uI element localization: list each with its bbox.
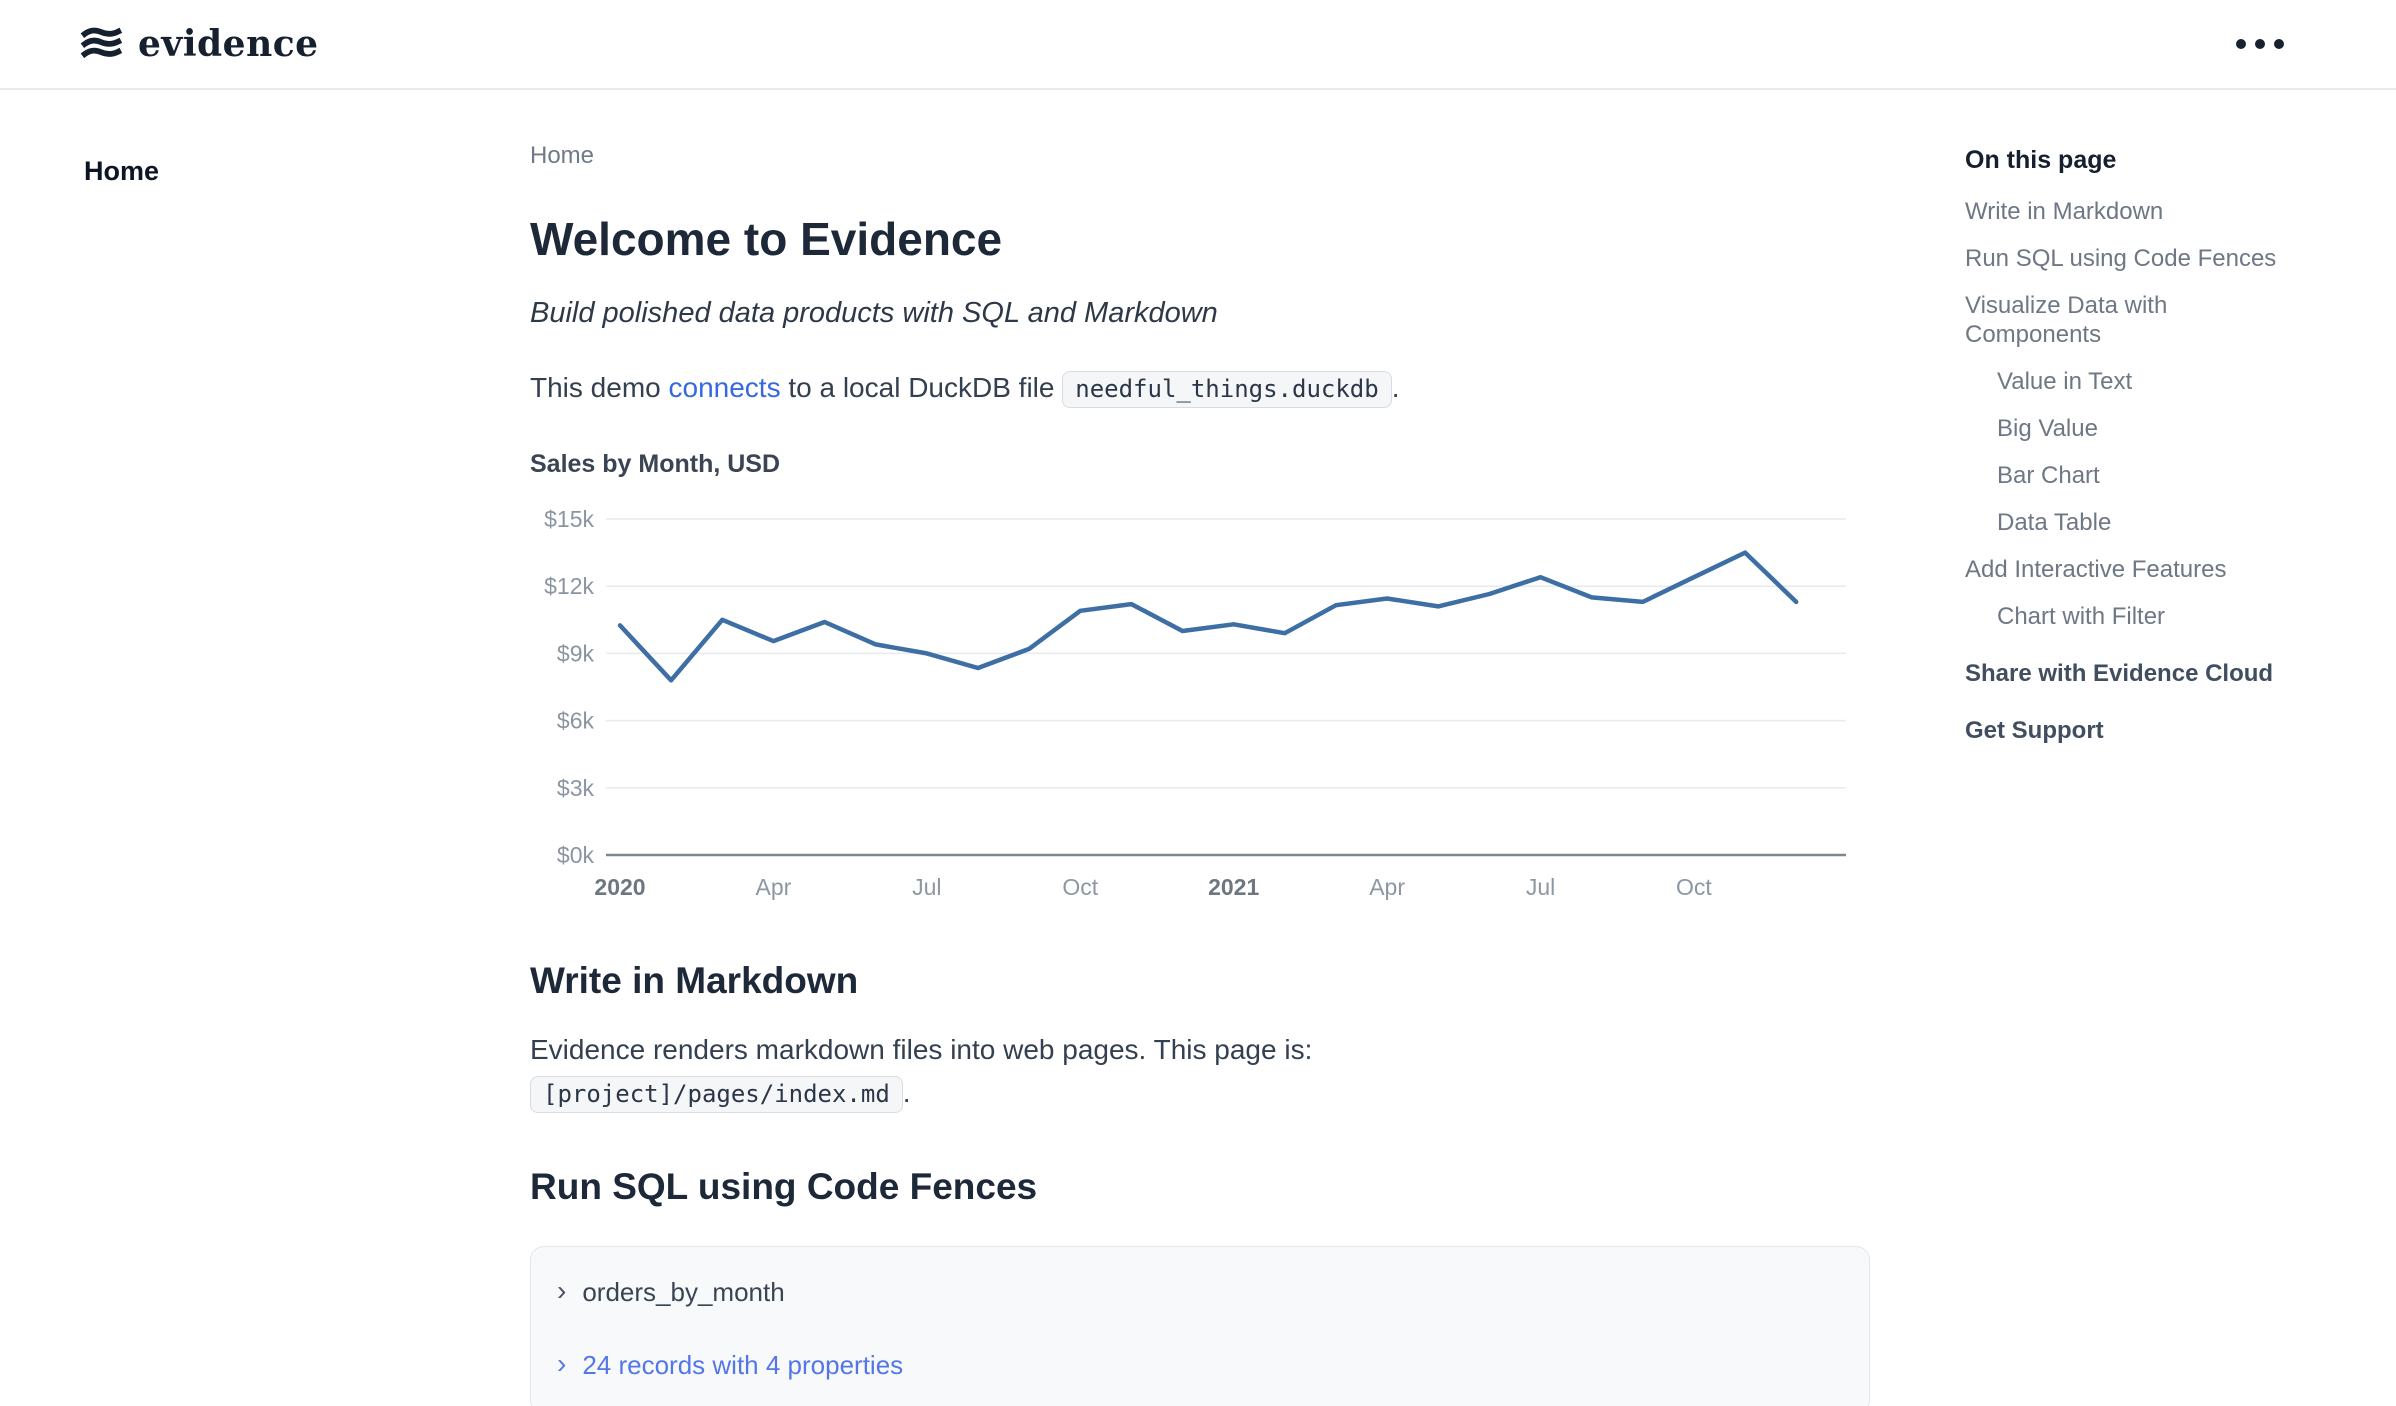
page-layout: Home Home Welcome to Evidence Build poli… — [0, 90, 2396, 1406]
run-sql-heading: Run SQL using Code Fences — [530, 1166, 1038, 1208]
svg-text:2021: 2021 — [1208, 874, 1259, 900]
toc-link-run-sql-using-code-fences[interactable]: Run SQL using Code Fences — [1965, 245, 2277, 272]
toc-item: Write in Markdown — [1965, 197, 2296, 226]
chevron-right-icon: › — [557, 1347, 567, 1379]
svg-text:$0k: $0k — [557, 842, 595, 868]
sales-line-chart[interactable]: $15k $12k $9k $6k $3k $0k 2020 Apr Jul Oct 2021 Apr… — [530, 487, 1870, 910]
toc-link-share-with-evidence-cloud[interactable]: Share with Evidence Cloud — [1965, 660, 2274, 687]
chart-title: Sales by Month, USD — [530, 449, 781, 478]
svg-text:Jul: Jul — [912, 874, 941, 900]
intro-paragraph: This demo connects to a local DuckDB fil… — [530, 370, 1870, 408]
toc-link-value-in-text[interactable]: Value in Text — [1997, 368, 2133, 395]
query-result-summary: 24 records with 4 properties — [582, 1350, 904, 1381]
query-name: orders_by_month — [582, 1277, 785, 1308]
intro-text: . — [1391, 371, 1400, 403]
svg-text:$9k: $9k — [557, 640, 595, 666]
toc-link-write-in-markdown[interactable]: Write in Markdown — [1965, 198, 2164, 225]
toc-item: Get Support — [1965, 716, 2296, 745]
svg-text:Jul: Jul — [1526, 874, 1555, 900]
sidebar-nav: Home — [0, 90, 530, 1406]
ellipsis-icon — [2274, 39, 2284, 49]
markdown-paragraph: Evidence renders markdown files into web… — [530, 1028, 1870, 1115]
toc-item: Run SQL using Code Fences — [1965, 244, 2296, 273]
on-this-page-panel: On this page Write in Markdown Run SQL us… — [1965, 90, 2396, 1406]
query-name-row[interactable]: › orders_by_month — [557, 1269, 1843, 1316]
index-md-path-chip: [project]/pages/index.md — [530, 1075, 903, 1113]
toc-item: Add Interactive Features — [1965, 555, 2296, 584]
toc-item: Visualize Data with Components — [1965, 291, 2296, 349]
sidebar-item-home[interactable]: Home — [84, 156, 160, 186]
svg-text:$3k: $3k — [557, 774, 595, 800]
connects-link[interactable]: connects — [668, 371, 781, 403]
markdown-text: . — [902, 1076, 911, 1108]
toc-heading: On this page — [1965, 146, 2117, 174]
toc-link-get-support[interactable]: Get Support — [1965, 717, 2104, 744]
evidence-logo-icon — [80, 27, 123, 59]
svg-text:$15k: $15k — [544, 506, 594, 532]
ellipsis-icon — [2255, 39, 2265, 49]
intro-text: to a local DuckDB file — [780, 371, 1063, 403]
svg-text:Oct: Oct — [1062, 874, 1098, 900]
svg-text:$12k: $12k — [544, 573, 594, 599]
toc-item: Value in Text — [1965, 367, 2296, 396]
write-in-markdown-heading: Write in Markdown — [530, 959, 859, 1001]
overflow-menu-button[interactable] — [2228, 31, 2292, 57]
toc-list: Write in Markdown Run SQL using Code Fenc… — [1965, 197, 2296, 745]
svg-text:Apr: Apr — [756, 874, 792, 900]
toc-link-bar-chart[interactable]: Bar Chart — [1997, 462, 2100, 489]
toc-item: Bar Chart — [1965, 461, 2296, 490]
query-results-row[interactable]: › 24 records with 4 properties — [557, 1342, 1843, 1389]
query-block: › orders_by_month › 24 records with 4 pr… — [530, 1246, 1870, 1406]
duckdb-file-chip: needful_things.duckdb — [1062, 370, 1392, 408]
toc-link-chart-with-filter[interactable]: Chart with Filter — [1997, 603, 2166, 630]
chevron-right-icon: › — [557, 1274, 567, 1306]
page-subtitle: Build polished data products with SQL an… — [530, 296, 1218, 329]
toc-item: Chart with Filter — [1965, 602, 2296, 631]
ellipsis-icon — [2236, 39, 2246, 49]
breadcrumb[interactable]: Home — [530, 142, 595, 169]
intro-text: This demo — [530, 371, 669, 403]
svg-text:2020: 2020 — [594, 874, 645, 900]
svg-text:Oct: Oct — [1676, 874, 1712, 900]
toc-link-big-value[interactable]: Big Value — [1997, 415, 2098, 442]
toc-item: Big Value — [1965, 414, 2296, 443]
svg-text:$6k: $6k — [557, 707, 595, 733]
toc-link-add-interactive-features[interactable]: Add Interactive Features — [1965, 556, 2227, 583]
page-title: Welcome to Evidence — [530, 213, 1003, 265]
toc-link-visualize-data-with-components[interactable]: Visualize Data with Components — [1965, 292, 2168, 348]
toc-item: Share with Evidence Cloud — [1965, 659, 2296, 688]
sales-chart-block: Sales by Month, USD $15k $12k $9k $6k $3k $0k… — [530, 450, 1870, 910]
toc-item: Data Table — [1965, 508, 2296, 537]
toc-link-data-table[interactable]: Data Table — [1997, 509, 2112, 536]
svg-text:Apr: Apr — [1369, 874, 1405, 900]
brand-wordmark: evidence — [138, 23, 319, 65]
markdown-text: Evidence renders markdown files into web… — [530, 1033, 1313, 1065]
brand-logo[interactable]: evidence — [78, 21, 319, 67]
app-header: evidence — [0, 0, 2396, 90]
main-content: Home Welcome to Evidence Build polished … — [530, 90, 1870, 1406]
